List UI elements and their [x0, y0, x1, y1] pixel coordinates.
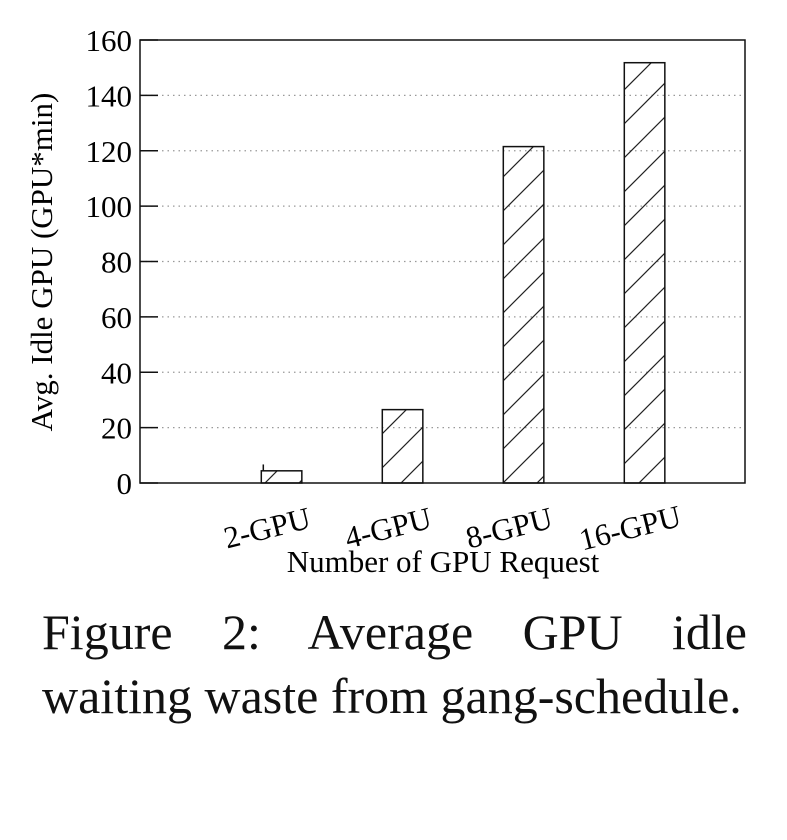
- y-tick-label: 120: [86, 134, 133, 169]
- y-tick-label: 20: [101, 411, 132, 446]
- y-tick-label: 80: [101, 245, 132, 280]
- y-tick-label: 60: [101, 300, 132, 335]
- bar-2-GPU: [260, 470, 303, 484]
- gridlines: [140, 94, 745, 429]
- y-tick-label: 100: [86, 189, 133, 224]
- bar-4-GPU: [381, 408, 424, 484]
- y-axis-label: Avg. Idle GPU (GPU*min): [24, 93, 59, 432]
- bar-16-GPU: [623, 61, 666, 484]
- bars: [260, 61, 666, 484]
- y-tick-label: 40: [101, 355, 132, 390]
- bar-8-GPU: [502, 145, 545, 484]
- figure-caption: Figure 2: Average GPU idle waiting waste…: [42, 604, 747, 724]
- y-tick-label: 0: [117, 466, 133, 501]
- y-ticks: 0 20 40 60 80 100 120 140 160: [86, 23, 158, 501]
- y-tick-label: 140: [86, 78, 133, 113]
- y-tick-label: 160: [86, 23, 133, 58]
- x-axis-label: Number of GPU Request: [287, 544, 600, 579]
